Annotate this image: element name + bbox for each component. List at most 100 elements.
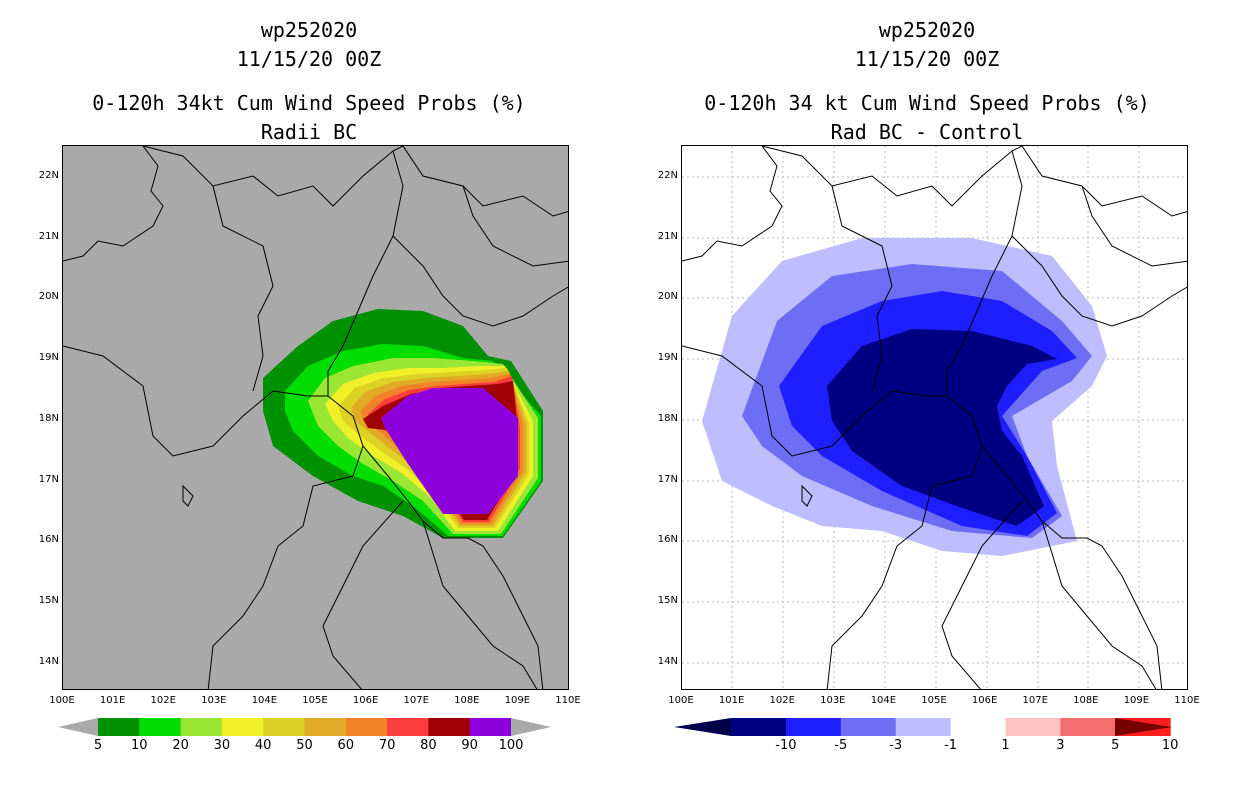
lat-label: 22N: [38, 170, 59, 181]
right-colorbar-cell: [895, 718, 952, 736]
lon-label: 100E: [668, 695, 694, 706]
lat-label: 22N: [657, 170, 678, 181]
lon-label: 100E: [49, 695, 75, 706]
left-colorbar-cells: [98, 718, 512, 736]
lon-label: 109E: [1123, 695, 1150, 706]
lon-label: 109E: [504, 695, 531, 706]
lon-label: 104E: [870, 695, 897, 706]
right-boundaries: [682, 146, 1187, 689]
left-colorbar-tick: 60: [337, 738, 355, 753]
right-subtitle: Rad BC - Control: [830, 120, 1024, 144]
contour-100: [381, 388, 518, 514]
left-subtitle: Radii BC: [260, 120, 358, 144]
left-panel: wp252020 11/15/20 00Z 0-120h 34kt Cum Wi…: [38, 18, 581, 753]
right-map: [681, 145, 1188, 690]
lon-label: 107E: [403, 695, 429, 706]
left-colorbar-cell: [387, 718, 429, 736]
right-colorbar-cell: [1005, 718, 1061, 736]
left-colorbar-cell: [180, 718, 223, 736]
lat-label: 14N: [38, 655, 59, 667]
right-colorbar-cell: [731, 718, 787, 736]
left-colorbar-cell: [469, 718, 512, 736]
left-title: 0-120h 34kt Cum Wind Speed Probs (%): [92, 91, 526, 115]
lon-label: 105E: [921, 695, 947, 706]
left-colorbar-cell: [139, 718, 182, 736]
lon-label: 103E: [201, 695, 227, 706]
lon-label: 101E: [99, 695, 126, 706]
left-colorbar-tick: 30: [213, 738, 231, 753]
left-colorbar-tick: 20: [172, 738, 189, 753]
left-colorbar-tick: 90: [461, 738, 478, 753]
right-colorbar-tick: 10: [1161, 738, 1179, 753]
lat-label: 20N: [38, 291, 59, 303]
left-colorbar-cell: [263, 718, 305, 736]
lat-label: 17N: [657, 473, 678, 485]
right-colorbar-tick: 1: [1001, 738, 1010, 753]
left-colorbar: [58, 718, 551, 736]
lat-label: 18N: [38, 412, 59, 424]
lon-label: 102E: [150, 695, 176, 706]
lat-label: 16N: [657, 534, 678, 546]
left-colorbar-tick: 40: [254, 738, 272, 753]
lat-label: 15N: [38, 594, 59, 606]
diff-lt-10: [827, 329, 1057, 526]
right-colorbar-tick: -5: [834, 738, 848, 753]
left-colorbar-right-end: [511, 718, 551, 736]
lon-label: 108E: [454, 695, 480, 706]
right-colorbar-right-end: [1115, 718, 1172, 736]
left-storm-id: wp252020: [260, 18, 358, 42]
lon-label: 110E: [555, 695, 581, 706]
left-colorbar-cell: [345, 718, 388, 736]
right-colorbar-cells: [731, 718, 1171, 736]
lon-label: 105E: [302, 695, 328, 706]
right-colorbar-tick: -3: [889, 738, 903, 753]
left-colorbar-cell: [98, 718, 140, 736]
lat-label: 21N: [657, 230, 678, 242]
lon-label: 108E: [1073, 695, 1099, 706]
lon-label: 106E: [352, 695, 379, 706]
left-datetime: 11/15/20 00Z: [236, 47, 382, 71]
lat-label: 19N: [38, 352, 59, 364]
left-colorbar-cell: [304, 718, 347, 736]
lon-label: 103E: [820, 695, 846, 706]
right-colorbar-cell: [785, 718, 842, 736]
right-colorbar-cell: [1060, 718, 1116, 736]
right-colorbar-tick: -1: [944, 738, 958, 753]
lon-label: 110E: [1174, 695, 1200, 706]
lat-label: 15N: [657, 594, 678, 606]
right-storm-id: wp252020: [878, 18, 976, 42]
left-colorbar-left-end: [58, 718, 98, 736]
right-colorbar-tick: -10: [775, 738, 797, 753]
right-colorbar-tick: 3: [1056, 738, 1065, 753]
lon-label: 104E: [251, 695, 278, 706]
left-map: [62, 145, 569, 690]
left-colorbar-tick: 5: [93, 738, 103, 753]
lon-label: 101E: [718, 695, 745, 706]
lat-label: 17N: [38, 473, 59, 485]
lon-label: 106E: [971, 695, 998, 706]
left-colorbar-tick: 100: [498, 738, 524, 753]
right-panel: wp252020 11/15/20 00Z 0-120h 34 kt Cum W…: [618, 0, 1236, 800]
right-colorbar-cell: [950, 718, 1006, 736]
left-colorbar-tick: 70: [378, 738, 396, 753]
right-title: 0-120h 34 kt Cum Wind Speed Probs (%): [704, 91, 1150, 115]
right-colorbar-tick: 5: [1111, 738, 1120, 753]
left-colorbar-cell: [428, 718, 471, 736]
lat-label: 20N: [657, 291, 678, 303]
right-map-svg: [682, 146, 1187, 689]
lat-label: 18N: [657, 412, 678, 424]
right-datetime: 11/15/20 00Z: [854, 47, 1000, 71]
left-colorbar-tick: 50: [296, 738, 313, 753]
lat-label: 16N: [38, 534, 59, 546]
lat-label: 19N: [657, 352, 678, 364]
left-map-svg: [63, 146, 568, 689]
right-colorbar-left-end: [674, 718, 731, 736]
lon-label: 102E: [769, 695, 795, 706]
lat-label: 14N: [657, 655, 678, 667]
right-gridlines: [682, 146, 1187, 689]
left-colorbar-tick: 80: [420, 738, 437, 753]
lon-label: 107E: [1022, 695, 1048, 706]
left-prob-contours: [263, 309, 543, 538]
right-colorbar-cell: [840, 718, 897, 736]
right-diff-contours: [702, 238, 1107, 556]
